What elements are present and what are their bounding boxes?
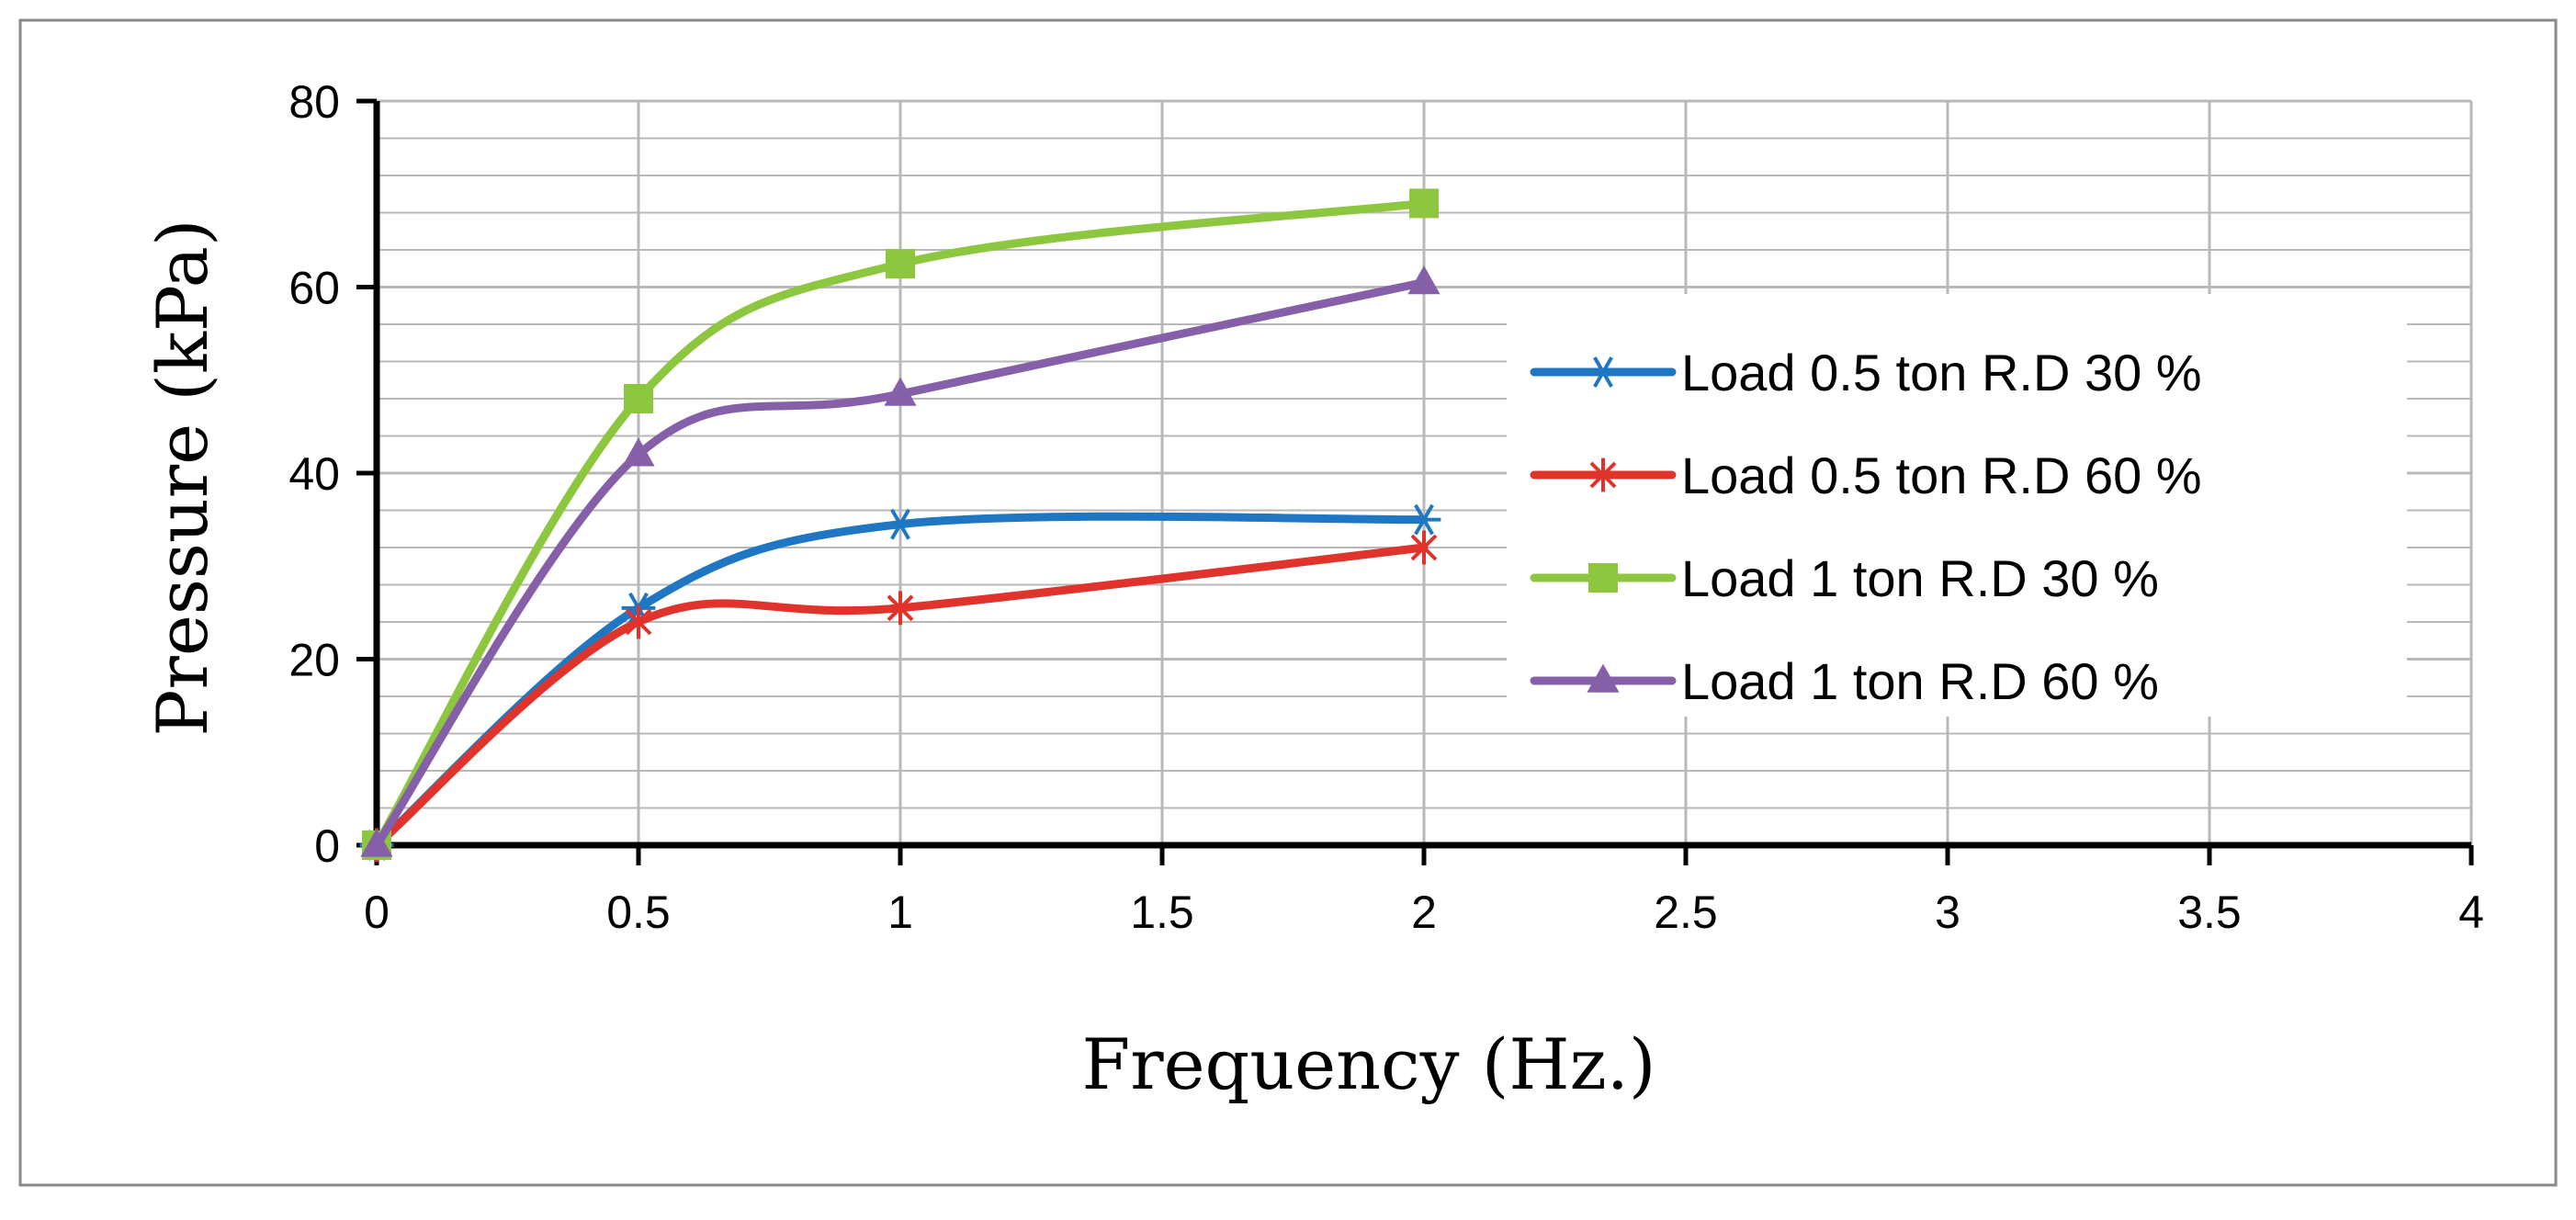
series-4: [360, 265, 1441, 857]
x-axis-title: Frequency (Hz.): [1082, 1023, 1656, 1105]
x-tick-label: 0.5: [606, 887, 671, 938]
x-tick-labels: 0 0.5 1 1.5 2 2.5 3 3.5 4: [364, 887, 2484, 938]
data-point: [625, 604, 652, 639]
legend-item: Load 0.5 ton R.D 60 %: [1530, 446, 2202, 504]
data-point: [1587, 663, 1620, 693]
data-point: [1586, 356, 1621, 388]
legend-item: Load 1 ton R.D 30 %: [1530, 549, 2159, 607]
data-point: [1409, 188, 1439, 219]
legend: Load 0.5 ton R.D 30 % Load 0.5 ton R.D 60…: [1507, 294, 2407, 717]
x-tick-label: 1: [887, 887, 913, 938]
series-line: [372, 198, 1429, 850]
legend-label: Load 1 ton R.D 30 %: [1681, 549, 2159, 607]
x-tick-label: 2: [1411, 887, 1437, 938]
y-tick-label: 40: [288, 448, 340, 500]
y-axis-title: Pressure (kPa): [141, 219, 223, 736]
data-point: [1410, 530, 1438, 565]
data-point: [886, 249, 915, 279]
series-line: [372, 277, 1429, 850]
legend-label: Load 0.5 ton R.D 60 %: [1681, 446, 2202, 504]
y-tick-labels: 0 20 40 60 80: [288, 76, 340, 872]
axes: [356, 98, 2474, 865]
legend-label: Load 1 ton R.D 60 %: [1681, 652, 2159, 710]
data-point: [624, 384, 653, 413]
x-tick-label: 0: [364, 887, 390, 938]
legend-label: Load 0.5 ton R.D 30 %: [1681, 344, 2202, 401]
data-point: [1589, 458, 1617, 492]
x-tick-label: 4: [2458, 887, 2484, 938]
legend-box: [1507, 294, 2407, 717]
y-tick-label: 20: [288, 635, 340, 686]
y-tick-label: 0: [314, 820, 340, 872]
data-point: [1407, 265, 1441, 295]
series-line: [372, 543, 1429, 850]
data-point: [360, 828, 393, 857]
x-tick-label: 2.5: [1654, 887, 1718, 938]
series-lines: [359, 188, 1441, 863]
data-point: [1588, 563, 1618, 593]
x-tick-label: 1.5: [1130, 887, 1194, 938]
data-point: [884, 377, 917, 406]
x-tick-label: 3.5: [2177, 887, 2242, 938]
x-tick-label: 3: [1935, 887, 1960, 938]
y-tick-label: 80: [288, 76, 340, 128]
data-point: [622, 437, 655, 467]
data-point: [1407, 503, 1441, 536]
data-point: [883, 508, 918, 540]
data-point: [887, 591, 914, 626]
legend-item: Load 0.5 ton R.D 30 %: [1530, 344, 2202, 401]
legend-item: Load 1 ton R.D 60 %: [1530, 652, 2159, 710]
y-tick-label: 60: [288, 263, 340, 314]
